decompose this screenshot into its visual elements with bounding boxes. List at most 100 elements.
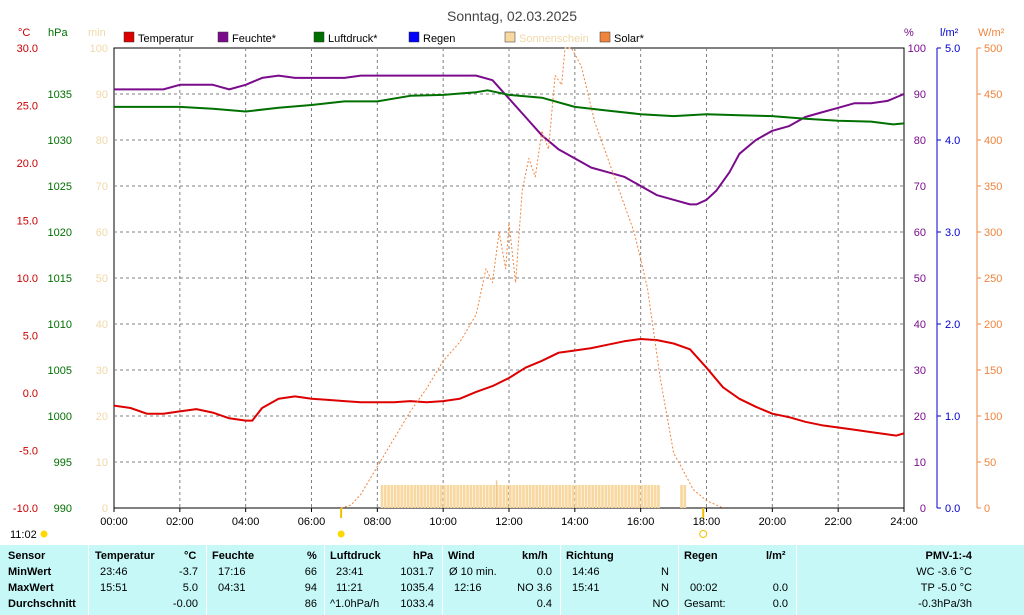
sunshine-bar bbox=[502, 485, 506, 508]
sunshine-bar bbox=[614, 485, 618, 508]
sunshine-bar bbox=[423, 485, 427, 508]
sunshine-axis-tick-label: 40 bbox=[96, 319, 108, 331]
sunshine-bar bbox=[538, 485, 542, 508]
sunshine-bar bbox=[541, 485, 545, 508]
sunshine-bar bbox=[555, 485, 558, 508]
sunshine-bar bbox=[588, 485, 591, 508]
temperature-header: Temperatur bbox=[95, 550, 155, 562]
current-time-icon bbox=[40, 530, 48, 538]
x-tick-label: 10:00 bbox=[429, 516, 457, 528]
sunshine-bar bbox=[433, 485, 436, 508]
humidity-unit: % bbox=[307, 550, 317, 562]
temperature-axis-tick-label: 10.0 bbox=[17, 273, 38, 285]
divider bbox=[88, 545, 89, 615]
humidity-axis-tick-label: 70 bbox=[914, 181, 926, 193]
humidity-axis-tick-label: 90 bbox=[914, 89, 926, 101]
wind-max-value: NO 3.6 bbox=[517, 582, 552, 594]
sunshine-bar bbox=[607, 485, 611, 508]
press-avg-value: 1033.4 bbox=[400, 598, 434, 610]
wind-avg-value: 0.0 bbox=[536, 566, 552, 578]
pressure-axis-tick-label: 1030 bbox=[48, 135, 72, 147]
temperature-axis-tick-label: -10.0 bbox=[13, 503, 38, 515]
temperature-axis-tick-label: 0.0 bbox=[23, 388, 38, 400]
sunshine-bar bbox=[462, 485, 466, 508]
sunshine-bar bbox=[601, 485, 604, 508]
humidity-axis-tick-label: 20 bbox=[914, 411, 926, 423]
legend-label: Temperatur bbox=[138, 33, 194, 45]
sunshine-bar bbox=[528, 485, 532, 508]
sunshine-bar bbox=[584, 485, 588, 508]
humidity-axis-unit: % bbox=[904, 27, 914, 39]
sunshine-bar bbox=[453, 485, 456, 508]
divider bbox=[442, 545, 443, 615]
pmv-pressure-trend: -0.3hPa/3h bbox=[918, 598, 972, 610]
sunshine-bar bbox=[426, 485, 430, 508]
chart-svg: Sonntag, 02.03.2025 00:00 02:00 04:00 06:00 0… bbox=[10, 8, 1005, 541]
sunshine-bar bbox=[653, 485, 657, 508]
pmv-windchill: WC -3.6 °C bbox=[916, 566, 972, 578]
dir-max-value: N bbox=[661, 582, 669, 594]
sunshine-bar bbox=[634, 485, 637, 508]
sunshine-bar bbox=[624, 485, 627, 508]
press-max-time: 11:21 bbox=[336, 582, 363, 594]
sunshine-axis-tick-label: 100 bbox=[90, 43, 108, 55]
sensor-header: Sensor bbox=[8, 550, 46, 562]
current-time-label: 11:02 bbox=[10, 529, 37, 541]
rain-axis-tick-label: 0.0 bbox=[945, 503, 960, 515]
solar-axis-tick-label: 250 bbox=[984, 273, 1002, 285]
sunshine-bar bbox=[416, 485, 420, 508]
sunshine-bar bbox=[499, 485, 502, 508]
hum-max-value: 94 bbox=[304, 582, 317, 594]
divider bbox=[796, 545, 797, 615]
x-tick-label: 00:00 bbox=[100, 516, 128, 528]
sunshine-bar bbox=[604, 485, 608, 508]
sunshine-bar bbox=[564, 485, 568, 508]
rain-max-value: 0.0 bbox=[772, 582, 788, 594]
hum-min-time: 17:16 bbox=[218, 566, 246, 578]
sunshine-bar bbox=[420, 485, 423, 508]
sunshine-bar bbox=[522, 485, 525, 508]
x-tick-label: 08:00 bbox=[364, 516, 392, 528]
press-min-value: 1031.7 bbox=[400, 566, 434, 578]
humidity-axis-tick-label: 50 bbox=[914, 273, 926, 285]
sunshine-bar bbox=[518, 485, 522, 508]
pmv-header: PMV-1:-4 bbox=[925, 550, 972, 562]
series-line-solar bbox=[340, 47, 724, 509]
x-tick-label: 14:00 bbox=[561, 516, 589, 528]
sunshine-axis-unit: min bbox=[88, 27, 106, 39]
sunshine-axis-tick-label: 50 bbox=[96, 273, 108, 285]
x-tick-label: 18:00 bbox=[693, 516, 721, 528]
legend-label: Luftdruck* bbox=[328, 33, 378, 45]
sunshine-bar bbox=[640, 485, 644, 508]
pressure-axis-tick-label: 1025 bbox=[48, 181, 72, 193]
legend-swatch bbox=[217, 31, 229, 43]
sunshine-bar bbox=[489, 485, 492, 508]
sunshine-bar bbox=[515, 485, 519, 508]
sunshine-bar bbox=[627, 485, 631, 508]
legend-swatch bbox=[123, 31, 135, 43]
rain-total-label: Gesamt: bbox=[684, 598, 726, 610]
humidity-header: Feuchte bbox=[212, 550, 255, 562]
x-tick-label: 24:00 bbox=[890, 516, 918, 528]
sunshine-bar bbox=[413, 485, 417, 508]
sunshine-bar bbox=[551, 485, 555, 508]
dir-main-value: NO bbox=[652, 598, 670, 610]
sunshine-axis-tick-label: 90 bbox=[96, 89, 108, 101]
sunshine-bar bbox=[380, 485, 384, 508]
series-line-temperature bbox=[113, 338, 905, 437]
dir-min-value: N bbox=[661, 566, 669, 578]
sunshine-bar bbox=[383, 485, 387, 508]
temperature-axis-tick-label: 20.0 bbox=[17, 158, 38, 170]
sunshine-bar bbox=[476, 485, 479, 508]
wind-unit: km/h bbox=[522, 550, 548, 562]
solar-axis-tick-label: 450 bbox=[984, 89, 1002, 101]
pressure-axis-tick-label: 1005 bbox=[48, 365, 72, 377]
sunshine-bar bbox=[449, 485, 453, 508]
pressure-axis-tick-label: 995 bbox=[54, 457, 72, 469]
rain-unit: l/m² bbox=[766, 550, 786, 562]
sunshine-bar bbox=[597, 485, 601, 508]
sunshine-bar bbox=[390, 485, 394, 508]
row-label-average: Durchschnitt bbox=[8, 598, 76, 610]
weather-chart: Sonntag, 02.03.2025 00:00 02:00 04:00 06:00 0… bbox=[10, 8, 1005, 541]
pmv-dewpoint: TP -5.0 °C bbox=[920, 582, 972, 594]
